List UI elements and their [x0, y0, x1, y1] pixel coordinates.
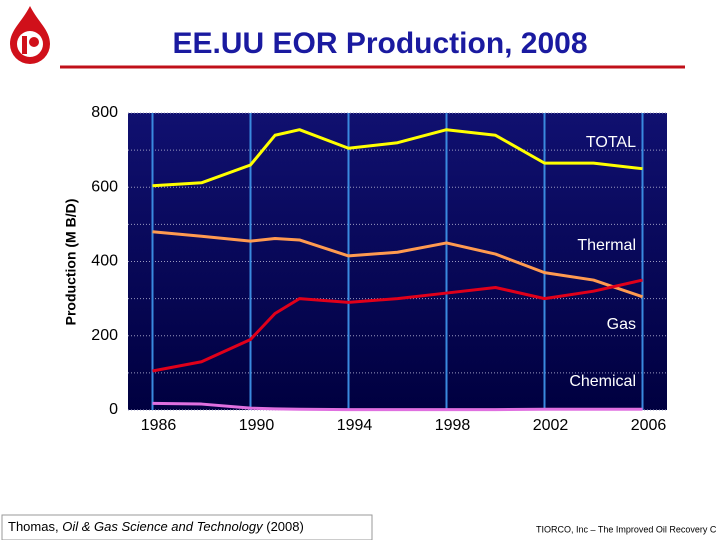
source-box — [1, 514, 373, 541]
series-label: Thermal — [577, 237, 636, 254]
x-tick-label: 1990 — [239, 417, 275, 434]
journal: Oil & Gas Science and Technology — [62, 519, 264, 534]
company: TIORCO, Inc – The Improved Oil Recovery … — [536, 524, 717, 534]
author: Thomas, — [8, 519, 59, 534]
y-tick-label: 0 — [109, 401, 118, 418]
y-tick-label: 800 — [91, 104, 118, 121]
x-tick-label: 1986 — [141, 417, 177, 434]
x-tick-label: 1998 — [435, 417, 471, 434]
series-line — [152, 128, 643, 188]
series-label: Chemical — [569, 373, 636, 390]
series-label: Gas — [607, 316, 636, 333]
series-label: TOTAL — [586, 134, 636, 151]
x-tick-label: 1994 — [337, 417, 373, 434]
series-line — [152, 401, 643, 412]
x-tick-label: 2006 — [631, 417, 667, 434]
y-tick-label: 600 — [91, 178, 118, 195]
x-tick-label: 2002 — [533, 417, 569, 434]
y-tick-label: 200 — [91, 327, 118, 344]
year: (2008) — [266, 519, 304, 534]
series-line — [152, 230, 643, 299]
chart-title: EE.UU EOR Production, 2008 — [172, 27, 587, 60]
y-tick-label: 400 — [91, 253, 118, 270]
logo — [10, 6, 50, 64]
source: Thomas, Oil & Gas Science and Technology… — [8, 519, 304, 534]
footer: Thomas, Oil & Gas Science and Technology… — [1, 514, 717, 541]
series-line — [152, 278, 643, 373]
y-axis-label: Production (M B/D) — [63, 199, 79, 326]
plot-area — [128, 113, 667, 410]
